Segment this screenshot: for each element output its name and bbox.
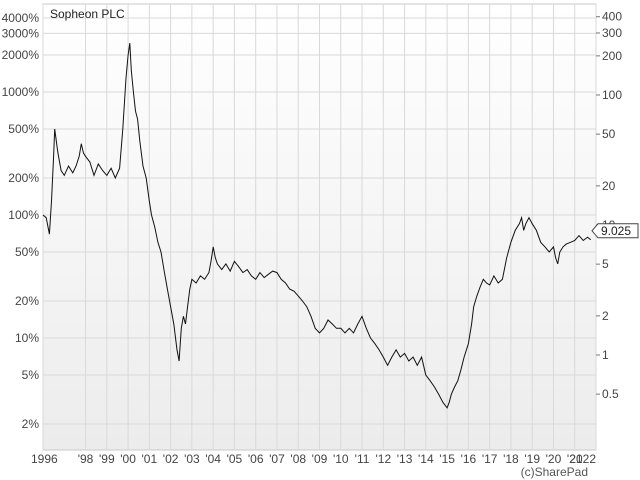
right-tick-label: 100 <box>602 88 622 102</box>
right-tick-label: 0.5 <box>602 387 619 401</box>
left-tick-label: 100% <box>8 208 39 222</box>
left-tick-label: 50% <box>15 245 39 259</box>
x-tick-label: '07 <box>269 452 285 466</box>
left-tick-label: 10% <box>15 331 39 345</box>
x-tick-label: '01 <box>142 452 158 466</box>
x-tick-label: '99 <box>99 452 115 466</box>
current-price-marker: 9.025 <box>591 223 639 239</box>
current-price-tag <box>591 223 639 239</box>
x-tick-label: '00 <box>120 452 136 466</box>
chart-credit: (c)SharePad <box>521 465 588 479</box>
x-tick-label: '05 <box>227 452 243 466</box>
current-price-label: 9.025 <box>601 224 631 238</box>
right-tick-label: 5 <box>602 257 609 271</box>
x-tick-label: '10 <box>333 452 349 466</box>
x-axis: 1996 '98 '99 '00 '01 '02 '03 '04 '05 '06 '07 '08 '09… <box>31 452 596 466</box>
chart-title: Sopheon PLC <box>50 7 125 21</box>
x-tick-label: '19 <box>524 452 540 466</box>
x-tick-label: '02 <box>163 452 179 466</box>
right-tick-label: 600 <box>602 0 622 1</box>
x-tick-label: '21 <box>567 452 583 466</box>
left-tick-label: 3000% <box>2 26 40 40</box>
x-tick-label: 1996 <box>31 452 58 466</box>
x-tick-label: '08 <box>290 452 306 466</box>
left-tick-label: 1000% <box>2 85 40 99</box>
x-tick-label: '16 <box>461 452 477 466</box>
left-tick-label: 2000% <box>2 48 40 62</box>
price-series-line <box>42 43 592 409</box>
x-tick-label: '12 <box>375 452 391 466</box>
x-tick-label: '03 <box>184 452 200 466</box>
x-tick-label: '04 <box>205 452 221 466</box>
right-tick-label: 50 <box>602 127 616 141</box>
left-tick-label: 2% <box>22 417 40 431</box>
x-tick-label: '13 <box>397 452 413 466</box>
right-tick-label: 200 <box>602 49 622 63</box>
left-axis: 4000%3000% 2000% 1000% 500% 200% 100% 50% 20% 10… <box>2 11 40 431</box>
right-tick-label: 400 <box>602 10 622 24</box>
x-tick-label: '20 <box>546 452 562 466</box>
x-tick-label: '11 <box>355 452 370 466</box>
x-tick-label: '15 <box>439 452 455 466</box>
x-tick-label: '09 <box>312 452 328 466</box>
x-tick-label: '17 <box>482 452 498 466</box>
right-tick-label: 1 <box>602 348 609 362</box>
left-tick-label: 200% <box>8 171 39 185</box>
left-tick-label: 500% <box>8 122 39 136</box>
gridlines <box>42 4 597 450</box>
x-tick-label: 2022 <box>569 452 596 466</box>
left-tick-label: 20% <box>15 294 39 308</box>
right-tick-label: 300 <box>602 26 622 40</box>
x-tick-label: '14 <box>418 452 434 466</box>
right-tick-label: 20 <box>602 179 616 193</box>
right-axis: 6004003002001005020105210.5 <box>596 0 622 401</box>
left-tick-label: 5% <box>22 368 40 382</box>
left-tick-label: 4000% <box>2 11 40 25</box>
x-tick-label: '18 <box>503 452 519 466</box>
x-tick-label: '06 <box>248 452 264 466</box>
right-tick-label: 2 <box>602 309 609 323</box>
x-tick-label: '98 <box>78 452 94 466</box>
